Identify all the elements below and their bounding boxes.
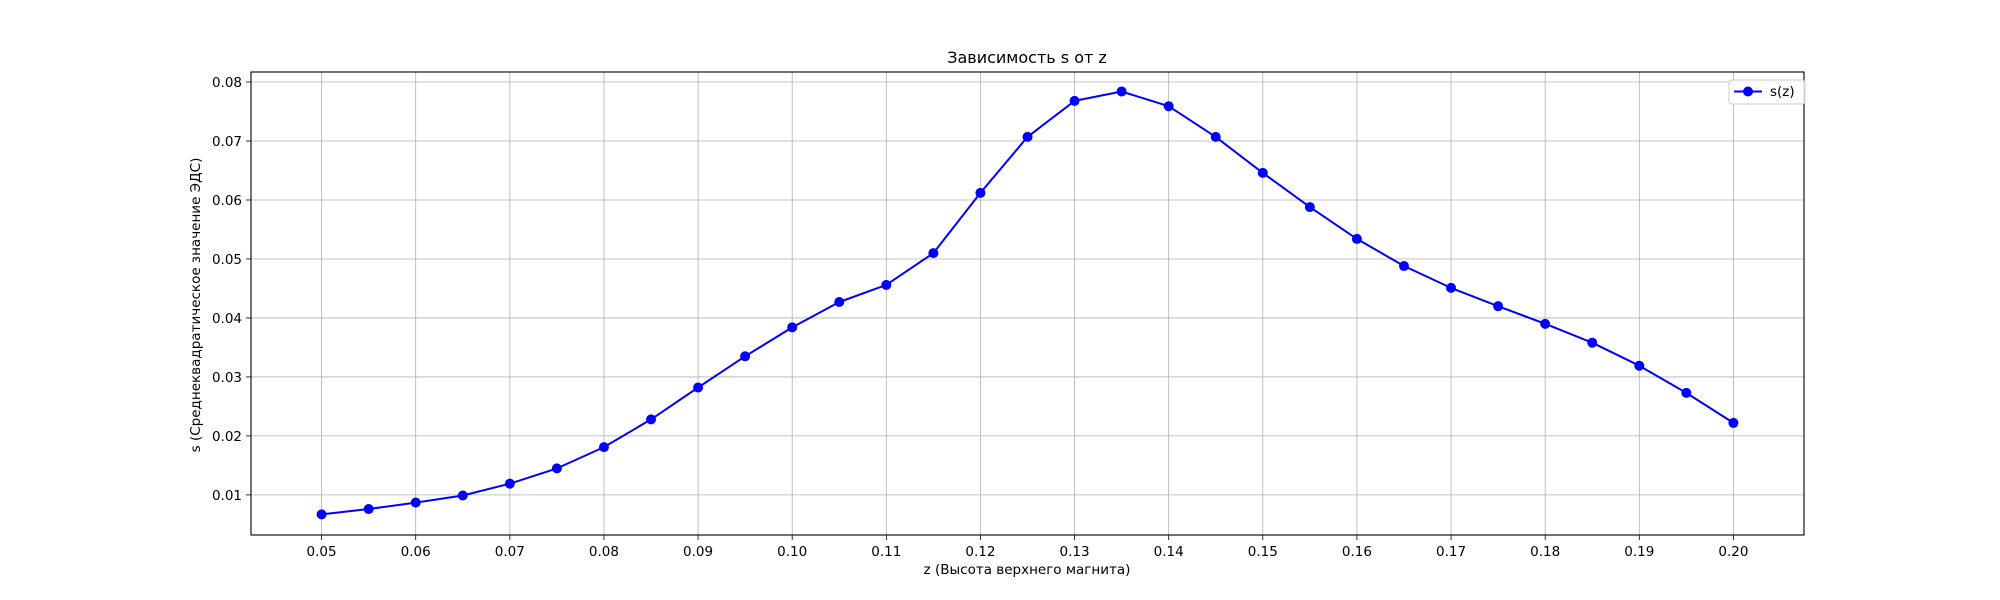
grid-lines (251, 72, 1804, 535)
y-axis-title: s (Среднеквадратическое значение ЭДС) (188, 158, 204, 453)
x-tick-label: 0.19 (1624, 544, 1654, 560)
data-point (1587, 337, 1598, 348)
x-tick-label: 0.08 (589, 544, 619, 560)
series-layer (316, 86, 1739, 520)
x-tick-label: 0.09 (683, 544, 713, 560)
x-tick-label: 0.20 (1718, 544, 1748, 560)
data-point (1493, 301, 1504, 312)
data-point (1540, 318, 1551, 329)
x-tick-label: 0.18 (1530, 544, 1560, 560)
legend-marker-sample (1743, 86, 1753, 97)
data-point (1634, 360, 1645, 371)
x-tick-label: 0.07 (495, 544, 525, 560)
y-tick-label: 0.06 (212, 193, 242, 209)
y-tick-label: 0.08 (212, 75, 242, 91)
plot-frame (250, 71, 1805, 536)
data-point (1446, 282, 1457, 293)
x-axis-title: z (Высота верхнего магнита) (924, 562, 1131, 578)
legend-box (1728, 79, 1806, 105)
chart-title: Зависимость s от z (947, 48, 1107, 67)
y-tick-label: 0.02 (212, 429, 242, 445)
data-point (646, 414, 657, 425)
y-tick-label: 0.01 (212, 488, 242, 504)
data-point (881, 279, 892, 290)
x-tick-label: 0.12 (965, 544, 995, 560)
data-point (928, 248, 939, 259)
data-point (504, 478, 515, 489)
y-tick-label: 0.04 (212, 311, 242, 327)
data-point (1257, 167, 1268, 178)
data-point (1351, 233, 1362, 244)
data-point (1304, 202, 1315, 213)
data-point (1210, 131, 1221, 142)
data-point (1069, 95, 1080, 106)
x-tick-label: 0.14 (1154, 544, 1184, 560)
y-tick-label: 0.05 (212, 252, 242, 268)
x-tick-label: 0.13 (1060, 544, 1090, 560)
axis-ticks: 0.05 0.06 0.07 0.08 0.09 0.10 0.11 0.12 0.13 0.14… (212, 75, 1749, 560)
x-tick-label: 0.16 (1342, 544, 1372, 560)
data-point (598, 442, 609, 453)
x-tick-label: 0.05 (307, 544, 337, 560)
data-point (1681, 387, 1692, 398)
data-point (410, 497, 421, 508)
y-tick-label: 0.07 (212, 134, 242, 150)
legend: s(z) (1728, 79, 1806, 105)
x-tick-label: 0.11 (871, 544, 901, 560)
data-point (975, 187, 986, 198)
data-point (693, 382, 704, 393)
data-point (1022, 131, 1033, 142)
data-point (1116, 86, 1127, 97)
data-point (551, 463, 562, 474)
x-tick-label: 0.10 (777, 544, 807, 560)
data-point (834, 297, 845, 308)
data-point (1728, 417, 1739, 428)
x-tick-label: 0.17 (1436, 544, 1466, 560)
data-point (457, 490, 468, 501)
data-point (363, 504, 374, 515)
data-point (740, 351, 751, 362)
data-point (1398, 261, 1409, 272)
y-tick-label: 0.03 (212, 370, 242, 386)
data-point (1163, 101, 1174, 112)
data-point (316, 509, 327, 520)
x-tick-label: 0.06 (401, 544, 431, 560)
legend-label: s(z) (1770, 84, 1795, 100)
x-tick-label: 0.15 (1248, 544, 1278, 560)
data-point (787, 322, 798, 333)
